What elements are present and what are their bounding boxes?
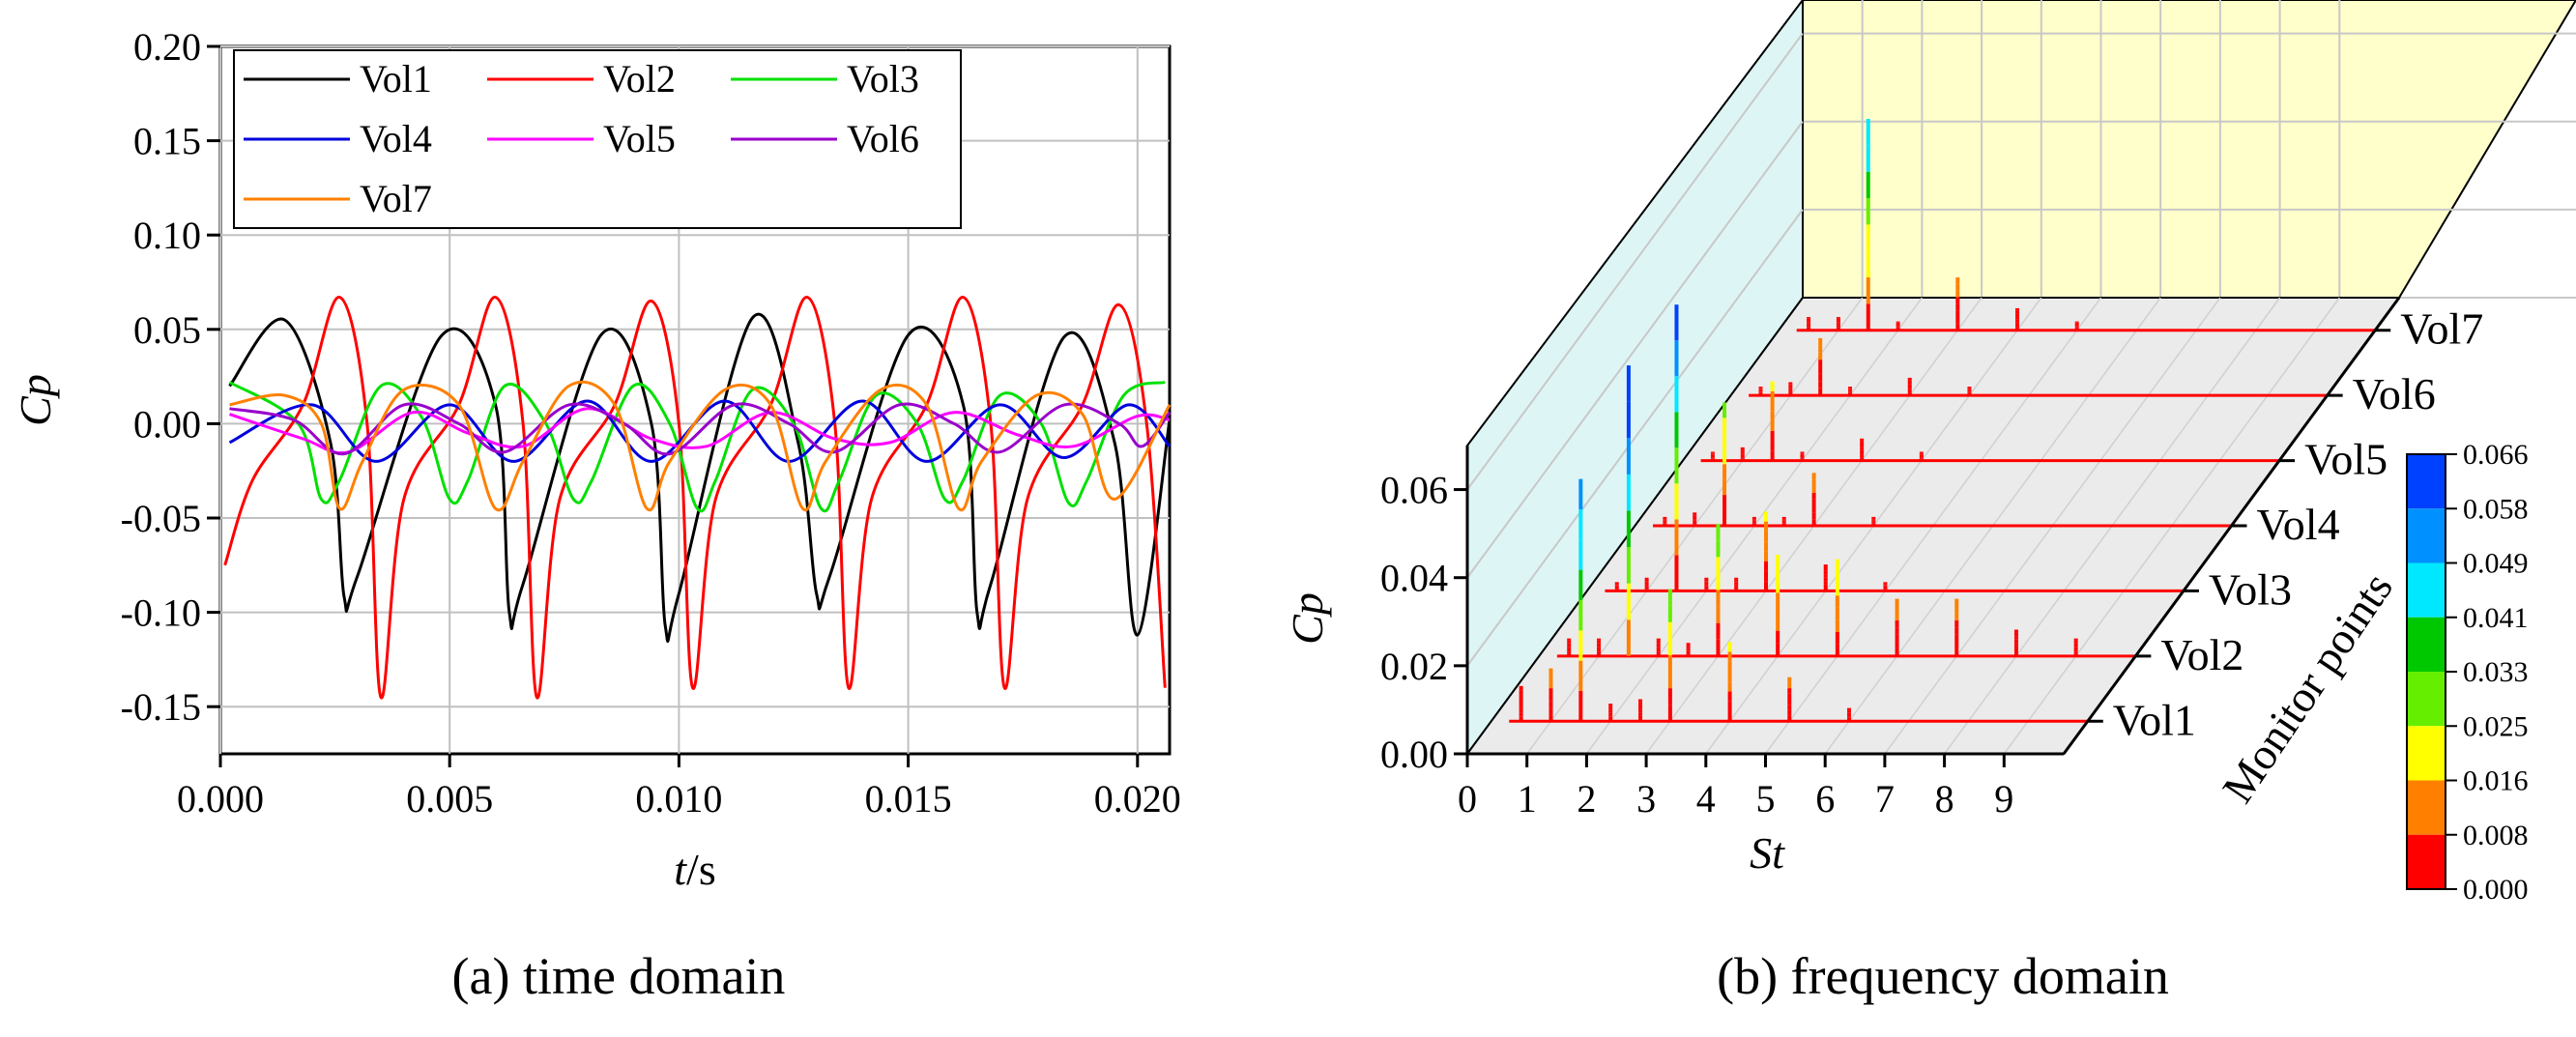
spectrum-vol1: Vol1	[1509, 478, 2196, 744]
cp-tick-label: 0.00	[1380, 733, 1448, 776]
time-axis-ticks: 0.000 0.005 0.010 0.015 0.020 -0.15 -0.10 -0.05…	[121, 25, 1181, 821]
caption-b: (b) frequency domain	[1717, 947, 2169, 1005]
monitor-label-vol6: Vol6	[2353, 369, 2436, 418]
spectrum-vol7: Vol7	[1796, 118, 2483, 354]
caption-a: (a) time domain	[452, 947, 786, 1005]
legend-label-vol5: Vol5	[603, 117, 676, 160]
colorbar-segment	[2407, 726, 2446, 781]
colorbar-tick-label: 0.025	[2463, 710, 2529, 742]
legend-label-vol1: Vol1	[360, 57, 432, 101]
colorbar-segment	[2407, 834, 2446, 889]
back-wall	[1802, 0, 2576, 299]
x-tick-label: 0.005	[406, 777, 493, 821]
y-tick-label: 0.20	[133, 25, 201, 69]
colorbar-tick-label: 0.041	[2463, 602, 2529, 634]
legend-label-vol6: Vol6	[847, 117, 919, 160]
st-tick-label: 3	[1636, 777, 1656, 821]
colorbar-segment	[2407, 672, 2446, 727]
x-tick-label: 0.015	[865, 777, 952, 821]
cp-tick-label: 0.04	[1380, 557, 1448, 600]
st-tick-label: 6	[1815, 777, 1835, 821]
side-grid-line	[1466, 121, 1804, 579]
monitor-label-vol5: Vol5	[2304, 435, 2388, 484]
st-tick-label: 1	[1518, 777, 1537, 821]
colorbar-segment	[2407, 454, 2446, 509]
colorbar-tick-label: 0.008	[2463, 820, 2529, 851]
monitor-label-vol4: Vol4	[2257, 500, 2340, 549]
monitor-label-vol7: Vol7	[2400, 304, 2483, 354]
x-tick-label: 0.010	[635, 777, 722, 821]
monitor-label-vol3: Vol3	[2209, 564, 2292, 614]
st-tick-label: 7	[1875, 777, 1895, 821]
x-tick-label: 0.000	[177, 777, 264, 821]
st-tick-label: 5	[1756, 777, 1776, 821]
colorbar-tick-label: 0.058	[2463, 493, 2529, 525]
spectrum-vol4: Vol4	[1653, 402, 2340, 549]
legend-label-vol7: Vol7	[360, 177, 432, 220]
series-line-vol5	[229, 407, 1171, 455]
colorbar-tick-label: 0.066	[2463, 439, 2529, 471]
monitor-label-vol2: Vol2	[2160, 630, 2243, 679]
series-line-vol6	[229, 402, 1172, 456]
side-grid-line	[1466, 209, 1804, 667]
series-line-vol1	[228, 312, 1172, 643]
st-tick-label: 4	[1696, 777, 1716, 821]
y-tick-label: 0.15	[133, 120, 201, 163]
freq-ylabel-cp: Cp	[1283, 592, 1332, 645]
colorbar-segment	[2407, 562, 2446, 618]
colorbar-tick-label: 0.049	[2463, 548, 2529, 580]
series-line-vol2	[223, 296, 1167, 700]
spectra-group: Vol7 Vol6 Vol5 Vol4 Vol3 Vol2 Vol1	[1509, 118, 2483, 744]
legend-label-vol3: Vol3	[847, 57, 919, 101]
time-xlabel-italic-t: t	[674, 845, 687, 894]
time-xlabel-t: t/s	[674, 845, 715, 894]
cp-tick-label: 0.02	[1380, 645, 1448, 688]
time-ylabel-cp: Cp	[11, 374, 60, 426]
colorbar: 0.066 0.058 0.049 0.041 0.033 0.025 0.016 0.008…	[2406, 439, 2529, 906]
time-xlabel-unit: /s	[686, 845, 716, 894]
series-line-vol7	[229, 380, 1172, 512]
colorbar-segment	[2407, 617, 2446, 672]
colorbar-segment	[2407, 508, 2446, 563]
legend-label-vol4: Vol4	[360, 117, 432, 160]
side-wall-grid	[1466, 32, 1804, 667]
st-tick-label: 8	[1935, 777, 1954, 821]
time-series-group	[223, 296, 1172, 700]
y-tick-label: -0.10	[121, 591, 201, 635]
colorbar-segment	[2407, 780, 2446, 835]
y-tick-label: -0.05	[121, 497, 201, 540]
legend-box	[233, 49, 962, 229]
frequency-axis-ticks: 0 1 2 3 4 5 6 7 8 9 0.00 0.02 0.04 0.06	[1380, 469, 2013, 821]
st-tick-label: 2	[1577, 777, 1596, 821]
side-grid-line	[1466, 32, 1804, 491]
colorbar-tick-label: 0.016	[2463, 765, 2529, 797]
y-tick-label: 0.05	[133, 308, 201, 352]
colorbar-tick-label: 0.033	[2463, 656, 2529, 688]
st-tick-label: 9	[1994, 777, 2013, 821]
spectrum-vol2: Vol2	[1556, 365, 2243, 679]
monitor-axis-line	[2062, 297, 2401, 755]
cp-tick-label: 0.06	[1380, 469, 1448, 512]
spectrum-vol5: Vol5	[1700, 381, 2388, 484]
time-legend: Vol1 Vol2 Vol3 Vol4 Vol5 Vol6 Vol7	[233, 49, 962, 229]
x-tick-label: 0.020	[1094, 777, 1181, 821]
legend-items: Vol1 Vol2 Vol3 Vol4 Vol5 Vol6 Vol7	[244, 57, 919, 220]
y-tick-label: 0.00	[133, 402, 201, 446]
time-domain-panel: 0.000 0.005 0.010 0.015 0.020 -0.15 -0.10 -0.05…	[11, 25, 1181, 1005]
colorbar-tick-label: 0.000	[2463, 874, 2529, 906]
freq-xlabel-st: St	[1750, 828, 1785, 878]
monitor-label-vol1: Vol1	[2113, 695, 2196, 744]
spectrum-vol3: Vol3	[1605, 304, 2292, 614]
legend-label-vol2: Vol2	[603, 57, 676, 101]
st-tick-label: 0	[1458, 777, 1477, 821]
spectrum-vol6: Vol6	[1749, 337, 2436, 418]
y-tick-label: 0.10	[133, 214, 201, 257]
y-tick-label: -0.15	[121, 685, 201, 729]
